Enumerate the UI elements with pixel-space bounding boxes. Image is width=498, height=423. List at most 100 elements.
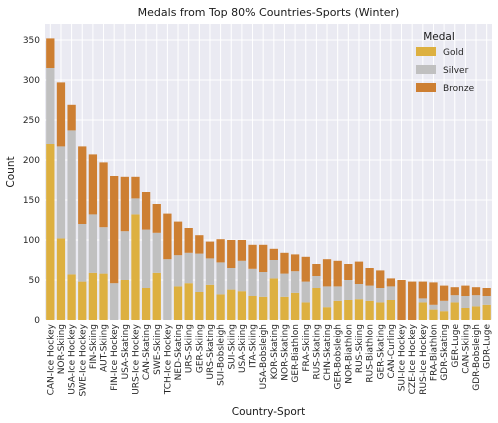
- x-tick-label: RUS-Biathlon: [366, 324, 376, 383]
- bar-silver-segment: [471, 295, 481, 307]
- x-tick-label: CHN-Skating: [323, 324, 333, 381]
- bar-silver-segment: [216, 262, 225, 295]
- bar-bronze-segment: [408, 281, 417, 320]
- bar-silver-segment: [450, 295, 459, 303]
- bar-silver-segment: [99, 227, 108, 274]
- bar-bronze-segment: [78, 146, 87, 224]
- bar-silver-segment: [280, 273, 289, 297]
- bar-silver-segment: [78, 224, 87, 282]
- y-tick-label: 50: [29, 276, 41, 286]
- x-tick-label: FIN-Ice Hockey: [110, 323, 120, 390]
- bars: [46, 38, 491, 320]
- bar-bronze-segment: [46, 38, 55, 68]
- bar-gold-segment: [173, 286, 183, 320]
- bar-gold-segment: [152, 272, 161, 320]
- x-tick-label: GDR-Bobsleigh: [472, 324, 482, 391]
- x-tick-label: TCH-Ice Hockey: [163, 323, 173, 395]
- bar-bronze-segment: [365, 268, 374, 286]
- bar-gold-segment: [322, 307, 332, 320]
- bar-gold-segment: [461, 308, 470, 320]
- legend-label-silver: Silver: [443, 66, 469, 76]
- bar-gold-segment: [312, 288, 321, 320]
- bar-gold-segment: [56, 238, 66, 320]
- bar-bronze-segment: [290, 254, 300, 272]
- y-axis-label: Count: [5, 156, 17, 187]
- legend: Medal Gold Silver Bronze: [416, 31, 475, 94]
- bar-silver-segment: [482, 296, 491, 305]
- bar-silver-segment: [131, 198, 140, 215]
- legend-swatch-gold: [416, 47, 436, 56]
- bar-silver-segment: [184, 252, 193, 284]
- bar-gold-segment: [248, 296, 257, 320]
- x-tick-label: FRA-Skiing: [302, 324, 312, 372]
- bar-gold-segment: [216, 294, 225, 320]
- bar-silver-segment: [376, 288, 385, 303]
- chart-title: Medals from Top 80% Countries-Sports (Wi…: [138, 6, 400, 19]
- bar-silver-segment: [365, 285, 374, 301]
- x-tick-label: NOR-Biathlon: [344, 324, 354, 384]
- bar-bronze-segment: [184, 228, 193, 253]
- bar-bronze-segment: [237, 240, 247, 261]
- x-tick-label: GER-Luge: [451, 324, 461, 368]
- bar-silver-segment: [290, 271, 300, 293]
- legend-label-bronze: Bronze: [443, 84, 475, 94]
- bar-bronze-segment: [450, 287, 459, 296]
- x-tick-label: FIN-Skiing: [89, 324, 99, 369]
- bar-bronze-segment: [141, 192, 151, 230]
- bar-bronze-segment: [195, 235, 204, 254]
- bar-silver-segment: [386, 286, 396, 300]
- legend-swatch-bronze: [416, 83, 436, 92]
- bar-silver-segment: [120, 231, 129, 280]
- bar-silver-segment: [312, 276, 321, 288]
- bar-gold-segment: [439, 311, 449, 320]
- bar-bronze-segment: [354, 261, 364, 284]
- bar-bronze-segment: [439, 285, 449, 301]
- bar-gold-segment: [290, 292, 300, 320]
- bar-silver-segment: [269, 260, 278, 279]
- x-tick-label: CAN-Skiing: [461, 324, 471, 374]
- x-tick-label: URS-Skiing: [185, 324, 195, 373]
- bar-bronze-segment: [120, 176, 129, 232]
- bar-silver-segment: [344, 280, 353, 300]
- bar-silver-segment: [152, 232, 161, 273]
- bar-gold-segment: [67, 274, 76, 320]
- x-tick-label: CAN-Ice Hockey: [46, 323, 56, 395]
- bar-gold-segment: [471, 306, 481, 320]
- bar-bronze-segment: [418, 281, 427, 299]
- legend-title: Medal: [423, 31, 455, 43]
- bar-bronze-segment: [376, 270, 385, 288]
- bar-gold-segment: [365, 300, 374, 320]
- bar-gold-segment: [301, 302, 310, 320]
- x-tick-label: GER-Skating: [376, 324, 386, 380]
- bar-bronze-segment: [461, 285, 470, 296]
- bar-silver-segment: [322, 286, 332, 308]
- bar-silver-segment: [354, 284, 364, 300]
- x-tick-label: CAN-Skating: [142, 324, 152, 380]
- bar-bronze-segment: [173, 221, 183, 256]
- x-tick-label: NOR-Skiing: [57, 324, 67, 374]
- x-tick-label: NED-Skating: [174, 324, 184, 380]
- bar-gold-segment: [141, 288, 151, 320]
- bar-gold-segment: [269, 278, 278, 320]
- bar-bronze-segment: [333, 260, 342, 287]
- bar-silver-segment: [46, 68, 55, 144]
- x-tick-label: ITA-Skiing: [249, 324, 259, 368]
- bar-gold-segment: [259, 296, 268, 320]
- bar-silver-segment: [333, 286, 342, 301]
- bar-silver-segment: [67, 130, 76, 275]
- x-tick-label: SWE-Ice Hockey: [78, 323, 88, 396]
- bar-silver-segment: [429, 304, 438, 310]
- bar-silver-segment: [163, 259, 172, 320]
- bar-gold-segment: [386, 300, 396, 320]
- bar-bronze-segment: [344, 264, 353, 280]
- bar-bronze-segment: [280, 252, 289, 274]
- bar-silver-segment: [110, 283, 119, 320]
- x-tick-label: CZE-Ice Hockey: [408, 323, 418, 394]
- legend-label-gold: Gold: [443, 48, 464, 58]
- x-tick-label: GER-Skiing: [195, 324, 205, 373]
- y-tick-label: 0: [34, 316, 40, 326]
- x-tick-label: SWE-Skiing: [153, 324, 163, 375]
- bar-bronze-segment: [110, 176, 119, 284]
